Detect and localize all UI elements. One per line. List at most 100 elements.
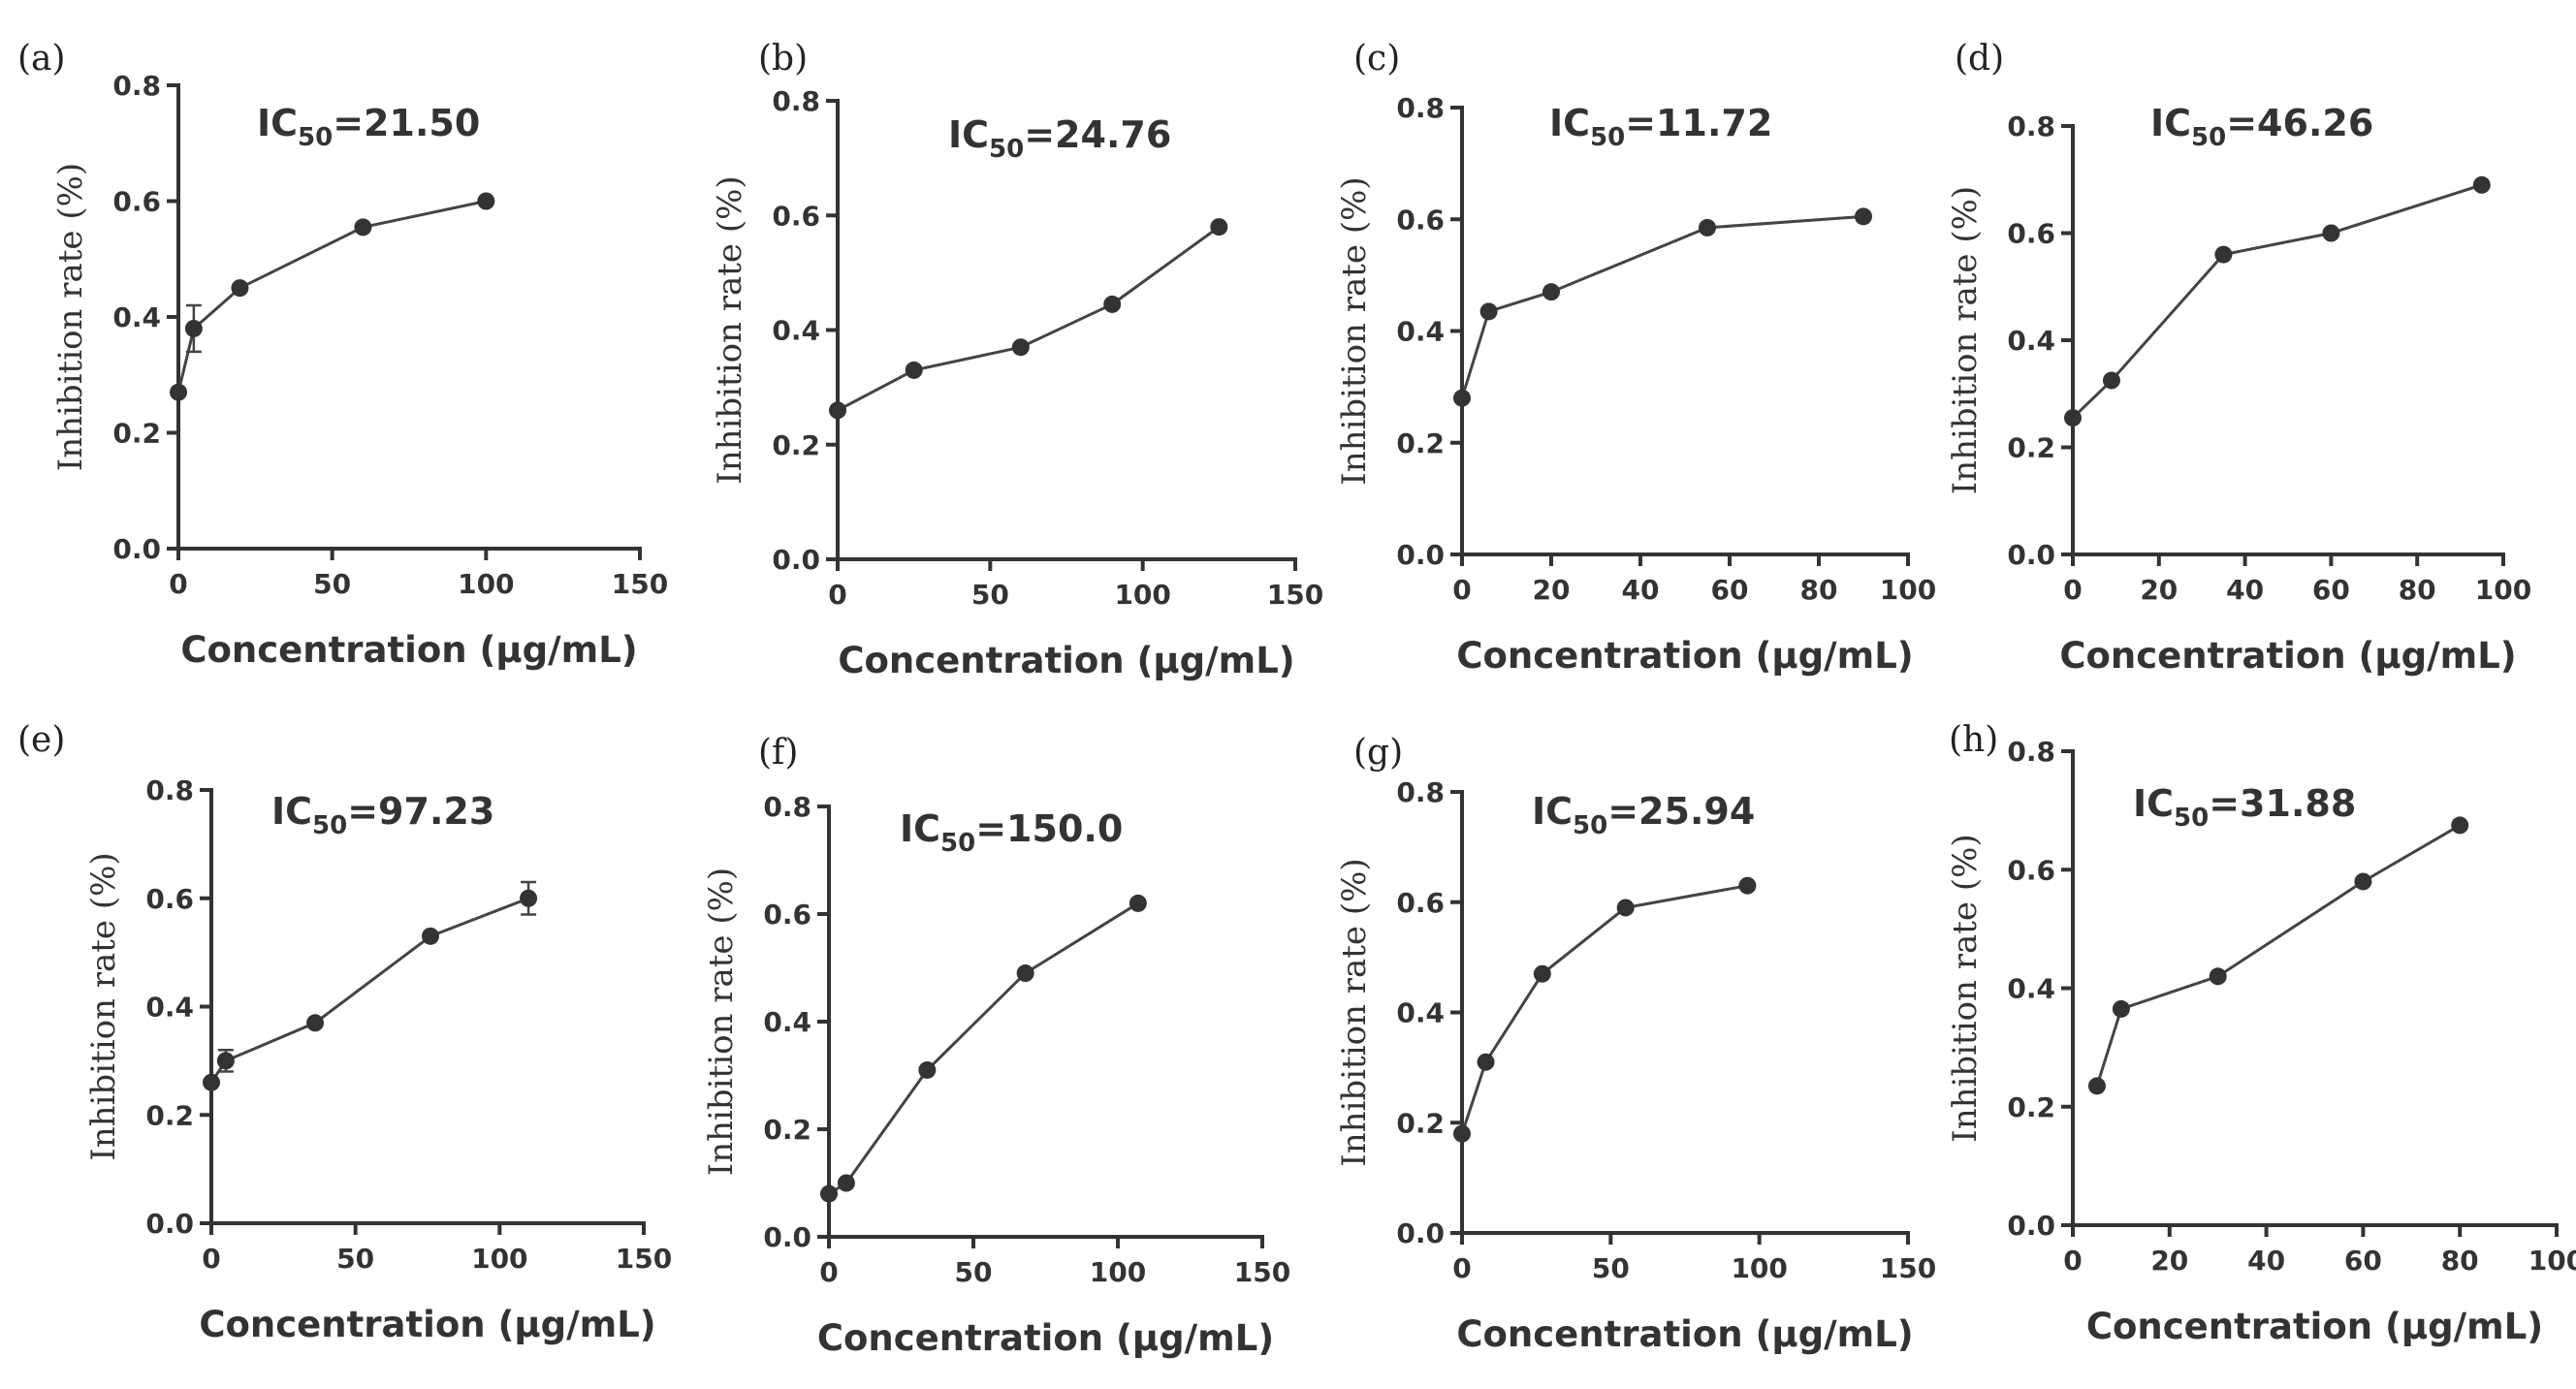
x-tick-label: 20: [2140, 574, 2178, 606]
data-point: [2354, 872, 2372, 891]
y-tick-label: 0.6: [112, 186, 161, 218]
panel-letter: (h): [1949, 720, 1998, 760]
chart-panel-d: (d) 0.0 0.2 0.4 0.6 0.8 0 20 40 60 80 100 Concentrat…: [1946, 39, 2531, 677]
chart-panel-g: (g) 0.0 0.2 0.4 0.6 0.8 0 50 100 150 Concentration…: [1335, 733, 1936, 1355]
data-point: [1738, 876, 1757, 895]
y-tick-label: 0.4: [2007, 973, 2055, 1005]
ic50-subscript: 50: [2191, 123, 2226, 152]
y-axis-label: Inhibition rate (%): [1335, 858, 1374, 1166]
ic50-annotation: IC50=150.0: [900, 807, 1123, 858]
data-point: [184, 319, 203, 337]
ic50-prefix: IC: [900, 807, 940, 850]
data-point: [1210, 218, 1228, 237]
y-tick-label: 0.8: [112, 70, 161, 102]
x-tick-label: 0: [2063, 1245, 2082, 1277]
ic50-annotation: IC50=31.88: [2133, 782, 2356, 833]
y-axis-label: Inhibition rate (%): [1335, 176, 1374, 485]
data-point: [2322, 224, 2340, 242]
y-tick-label: 0.2: [2007, 1091, 2055, 1123]
x-tick-label: 0: [169, 568, 187, 600]
y-tick-label: 0.0: [763, 1221, 811, 1253]
ic50-prefix: IC: [1549, 102, 1590, 144]
data-point: [354, 218, 372, 237]
y-tick-label: 0.2: [763, 1114, 811, 1146]
ic50-value: =46.26: [2226, 102, 2373, 144]
x-axis-label: Concentration (μg/mL): [2086, 1306, 2543, 1347]
data-point: [1016, 964, 1034, 983]
data-point: [1477, 1053, 1495, 1071]
data-point: [170, 383, 187, 401]
ic50-subscript: 50: [1590, 123, 1625, 152]
y-tick-label: 0.4: [145, 992, 194, 1024]
y-tick-label: 0.0: [772, 544, 820, 576]
ic50-subscript: 50: [940, 829, 975, 858]
y-tick-label: 0.0: [2007, 1210, 2055, 1242]
y-tick-label: 0.8: [1396, 776, 1445, 808]
x-tick-label: 100: [471, 1243, 527, 1275]
data-point: [477, 192, 495, 210]
ic50-value: =24.76: [1024, 113, 1171, 156]
x-tick-label: 0: [2063, 574, 2082, 606]
ic50-subscript: 50: [2174, 804, 2209, 833]
y-tick-label: 0.0: [145, 1208, 194, 1240]
y-tick-label: 0.8: [772, 85, 820, 117]
y-tick-label: 0.6: [2007, 218, 2055, 250]
y-tick-label: 0.2: [145, 1099, 194, 1131]
x-tick-label: 50: [336, 1243, 374, 1275]
ic50-prefix: IC: [2150, 102, 2191, 144]
chart-panel-b: (b) 0.0 0.2 0.4 0.6 0.8 0 50 100 150 Concentration…: [711, 39, 1323, 681]
data-point: [829, 401, 846, 420]
panel-letter: (b): [758, 39, 808, 79]
y-tick-label: 0.4: [1396, 997, 1445, 1029]
ic50-prefix: IC: [948, 113, 989, 156]
y-tick-label: 0.8: [1396, 92, 1445, 124]
data-point: [1699, 218, 1716, 237]
x-tick-label: 150: [1267, 579, 1323, 611]
y-axis-label: Inhibition rate (%): [702, 868, 741, 1176]
series-line: [2095, 824, 2461, 1087]
x-tick-label: 150: [1234, 1256, 1290, 1288]
chart-panel-a: (a) 0.0 0.2 0.4 0.6 0.8 0 50 100 150 Concentration…: [17, 39, 668, 671]
data-point: [1453, 1124, 1471, 1143]
x-axis-label: Concentration (μg/mL): [180, 629, 637, 671]
data-point: [1533, 964, 1551, 983]
y-tick-label: 0.2: [772, 429, 820, 461]
y-tick-label: 0.2: [2007, 432, 2055, 464]
y-tick-label: 0.6: [2007, 854, 2055, 886]
x-axis-label: Concentration (μg/mL): [199, 1304, 655, 1345]
y-tick-label: 0.8: [145, 774, 194, 806]
ic50-annotation: IC50=21.50: [257, 102, 480, 152]
panel-letter: (e): [17, 720, 65, 760]
series-line: [1460, 884, 1748, 1135]
x-tick-label: 100: [1114, 579, 1170, 611]
data-point: [1011, 338, 1030, 357]
x-tick-label: 150: [612, 568, 668, 600]
data-point: [2451, 816, 2469, 835]
x-axis-label: Concentration (μg/mL): [1456, 1313, 1913, 1355]
x-axis-label: Concentration (μg/mL): [1456, 635, 1913, 677]
data-point: [2087, 1077, 2106, 1095]
x-tick-label: 0: [828, 579, 846, 611]
data-point: [1103, 295, 1122, 313]
data-point: [2472, 175, 2491, 194]
data-point: [306, 1014, 325, 1032]
x-tick-label: 50: [971, 579, 1009, 611]
y-axis-label: Inhibition rate (%): [51, 163, 90, 471]
ic50-value: =97.23: [347, 790, 494, 833]
y-axis-label: Inhibition rate (%): [84, 852, 123, 1160]
x-axis-label: Concentration (μg/mL): [817, 1317, 1274, 1359]
ic50-prefix: IC: [271, 790, 312, 833]
data-point: [820, 1184, 838, 1203]
y-tick-label: 0.0: [2007, 539, 2055, 571]
series-line: [209, 897, 529, 1084]
ic50-prefix: IC: [257, 102, 298, 144]
x-tick-label: 100: [2528, 1245, 2576, 1277]
ic50-prefix: IC: [1532, 790, 1573, 833]
x-tick-label: 100: [2475, 574, 2531, 606]
ic50-value: =21.50: [333, 102, 480, 144]
data-point: [1129, 894, 1147, 912]
ic50-prefix: IC: [2133, 782, 2174, 825]
x-axis-label: Concentration (μg/mL): [2059, 635, 2516, 677]
series-line: [1460, 214, 1864, 399]
